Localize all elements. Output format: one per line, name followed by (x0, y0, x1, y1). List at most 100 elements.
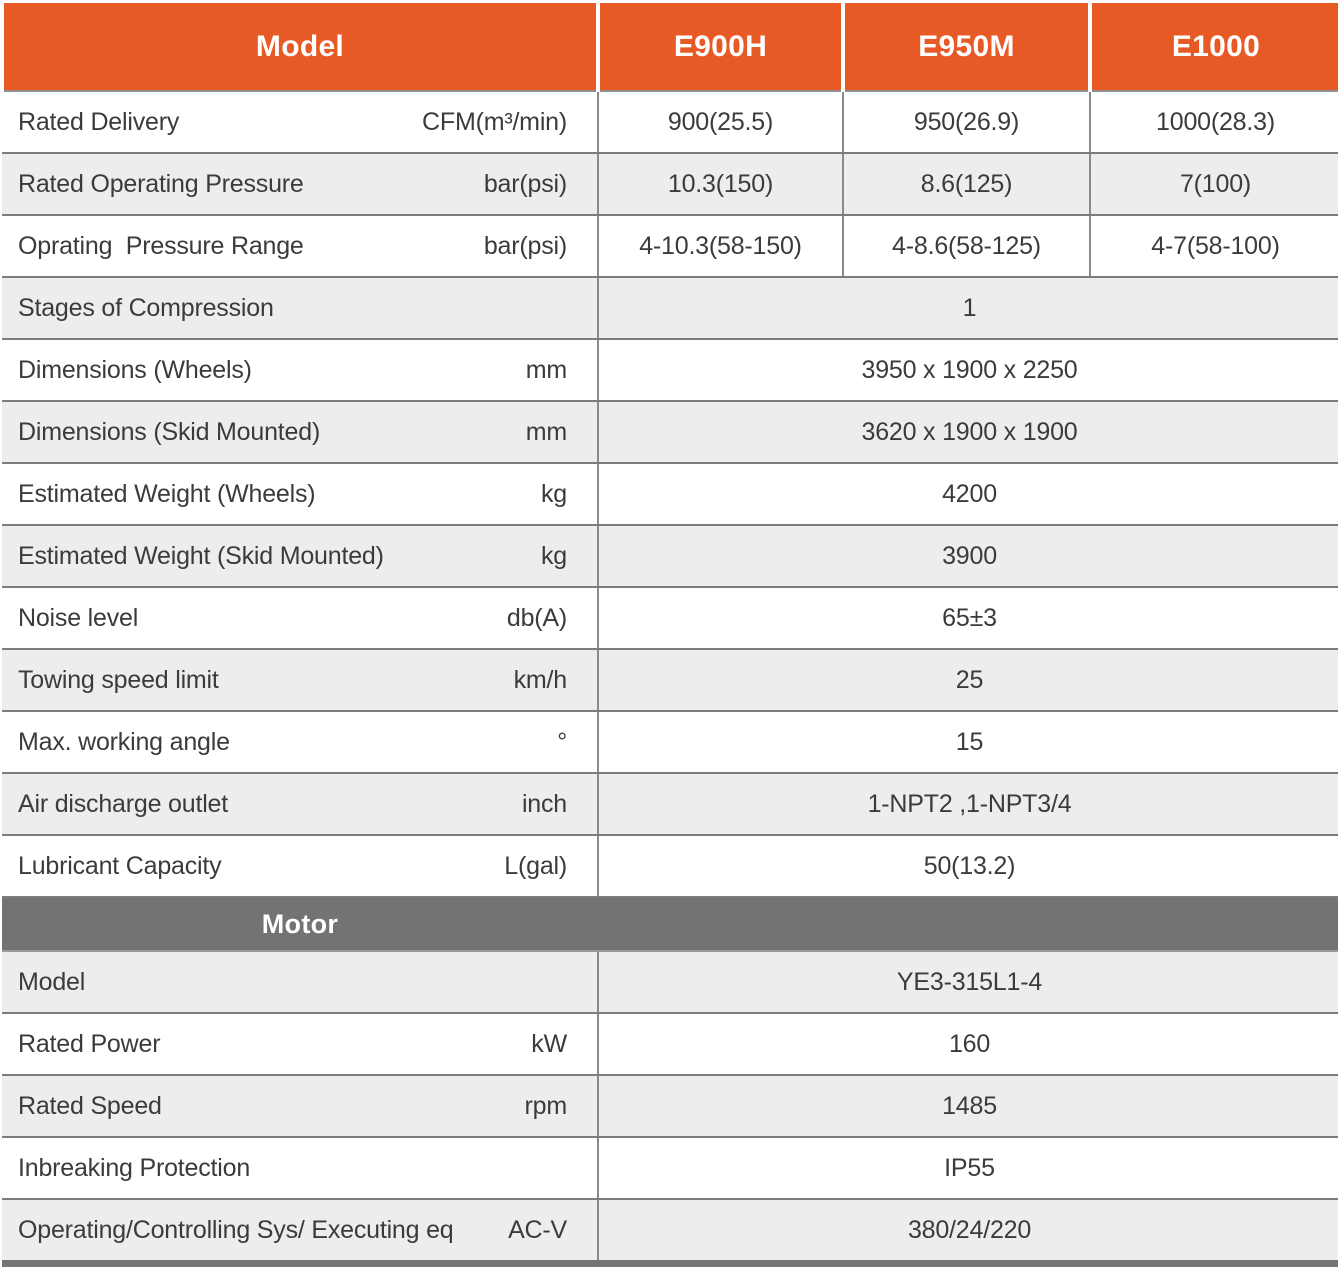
value-merged: IP55 (597, 1137, 1338, 1200)
table-row-operating-controlling-sys: Operating/Controlling Sys/ Executing eq A… (2, 1199, 1338, 1267)
row-label: Towing speed limit (18, 665, 219, 694)
value-e950m: 950(26.9) (842, 91, 1090, 154)
row-label: Oprating Pressure Range (18, 231, 304, 260)
row-unit: km/h (513, 665, 568, 694)
value-merged: 1-NPT2 ,1-NPT3/4 (597, 773, 1338, 836)
row-label-cell: Air discharge outlet inch (2, 773, 598, 836)
row-unit: mm (525, 355, 567, 384)
value-merged: 25 (597, 649, 1338, 712)
row-label-cell: Dimensions (Wheels) mm (2, 339, 598, 402)
table-row-motor-model: Model YE3-315L1-4 (2, 951, 1338, 1014)
header-model-cell: Model (0, 0, 600, 92)
value-e900h: 10.3(150) (597, 153, 843, 216)
row-label-cell: Noise level db(A) (2, 587, 598, 650)
row-label: Noise level (18, 603, 139, 632)
table-row-dimensions-skid: Dimensions (Skid Mounted) mm 3620 x 1900 … (2, 401, 1338, 464)
value-merged: 3620 x 1900 x 1900 (597, 401, 1338, 464)
row-label-cell: Stages of Compression (2, 277, 598, 340)
value-e900h: 900(25.5) (597, 91, 843, 154)
table-row-operating-pressure-range: Oprating Pressure Range bar(psi) 4-10.3(5… (2, 215, 1338, 278)
row-unit: kg (540, 541, 567, 570)
row-label-cell: Rated Speed rpm (2, 1075, 598, 1138)
table-row-max-working-angle: Max. working angle ° 15 (2, 711, 1338, 774)
value-e1000: 1000(28.3) (1089, 91, 1338, 154)
row-label: Estimated Weight (Wheels) (18, 479, 316, 508)
value-merged: 1485 (597, 1075, 1338, 1138)
row-unit: inch (521, 789, 567, 818)
value-e900h: 4-10.3(58-150) (597, 215, 843, 278)
row-label-cell: Model (2, 951, 598, 1014)
table-row-estimated-weight-wheels: Estimated Weight (Wheels) kg 4200 (2, 463, 1338, 526)
row-label: Rated Speed (18, 1091, 162, 1120)
table-row-inbreaking-protection: Inbreaking Protection IP55 (2, 1137, 1338, 1200)
row-unit: bar(psi) (483, 169, 567, 198)
value-merged: 3900 (597, 525, 1338, 588)
row-label-cell: Towing speed limit km/h (2, 649, 598, 712)
row-label: Estimated Weight (Skid Mounted) (18, 541, 384, 570)
header-col-e1000: E1000 (1090, 0, 1338, 92)
row-label: Lubricant Capacity (18, 851, 222, 880)
motor-section-header: Motor (2, 897, 1338, 952)
value-merged: 15 (597, 711, 1338, 774)
row-unit: kW (531, 1029, 567, 1058)
table-row-rated-delivery: Rated Delivery CFM(m³/min) 900(25.5) 950(… (2, 91, 1338, 154)
row-unit: kg (540, 479, 567, 508)
table-row-towing-speed-limit: Towing speed limit km/h 25 (2, 649, 1338, 712)
motor-section-title: Motor (261, 908, 339, 939)
row-label-cell: Lubricant Capacity L(gal) (2, 835, 598, 898)
table-row-air-discharge-outlet: Air discharge outlet inch 1-NPT2 ,1-NPT3/… (2, 773, 1338, 836)
value-merged: 50(13.2) (597, 835, 1338, 898)
value-merged: 160 (597, 1013, 1338, 1076)
header-col-e950m: E950M (843, 0, 1092, 92)
row-label-cell: Dimensions (Skid Mounted) mm (2, 401, 598, 464)
row-label: Operating/Controlling Sys/ Executing eq (18, 1215, 454, 1244)
table-row-stages-of-compression: Stages of Compression 1 (2, 277, 1338, 340)
value-merged: 4200 (597, 463, 1338, 526)
row-unit: mm (525, 417, 567, 446)
row-label: Rated Delivery (18, 107, 180, 136)
row-label: Rated Power (18, 1029, 161, 1058)
value-merged: 3950 x 1900 x 2250 (597, 339, 1338, 402)
header-row: Model E900H E950M E1000 (0, 0, 1338, 92)
row-label: Dimensions (Wheels) (18, 355, 252, 384)
row-label: Stages of Compression (18, 293, 274, 322)
row-label-cell: Estimated Weight (Wheels) kg (2, 463, 598, 526)
table-row-lubricant-capacity: Lubricant Capacity L(gal) 50(13.2) (2, 835, 1338, 898)
row-label: Max. working angle (18, 727, 230, 756)
row-label-cell: Rated Power kW (2, 1013, 598, 1076)
row-label: Inbreaking Protection (18, 1153, 251, 1182)
value-merged: 1 (597, 277, 1338, 340)
row-label-cell: Estimated Weight (Skid Mounted) kg (2, 525, 598, 588)
header-col-e900h: E900H (598, 0, 845, 92)
row-label-cell: Rated Operating Pressure bar(psi) (2, 153, 598, 216)
value-merged: YE3-315L1-4 (597, 951, 1338, 1014)
table-row-estimated-weight-skid: Estimated Weight (Skid Mounted) kg 3900 (2, 525, 1338, 588)
value-e950m: 8.6(125) (842, 153, 1090, 216)
row-unit: CFM(m³/min) (422, 107, 567, 136)
table-row-dimensions-wheels: Dimensions (Wheels) mm 3950 x 1900 x 2250 (2, 339, 1338, 402)
value-e1000: 4-7(58-100) (1089, 215, 1338, 278)
header-model-label: Model (255, 29, 345, 63)
table-row-rated-power: Rated Power kW 160 (2, 1013, 1338, 1076)
row-unit: ° (557, 727, 567, 756)
value-merged: 380/24/220 (597, 1199, 1338, 1267)
row-unit: bar(psi) (483, 231, 567, 260)
row-label: Air discharge outlet (18, 789, 229, 818)
row-unit: db(A) (506, 603, 567, 632)
row-label: Model (18, 967, 86, 996)
row-label: Dimensions (Skid Mounted) (18, 417, 321, 446)
row-unit: L(gal) (504, 851, 567, 880)
row-label: Rated Operating Pressure (18, 169, 304, 198)
row-label-cell: Max. working angle ° (2, 711, 598, 774)
value-merged: 65±3 (597, 587, 1338, 650)
row-label-cell: Rated Delivery CFM(m³/min) (2, 91, 598, 154)
table-row-rated-speed: Rated Speed rpm 1485 (2, 1075, 1338, 1138)
value-e950m: 4-8.6(58-125) (842, 215, 1090, 278)
value-e1000: 7(100) (1089, 153, 1338, 216)
table-row-noise-level: Noise level db(A) 65±3 (2, 587, 1338, 650)
row-label-cell: Inbreaking Protection (2, 1137, 598, 1200)
row-unit: rpm (524, 1091, 568, 1120)
table-row-rated-operating-pressure: Rated Operating Pressure bar(psi) 10.3(15… (2, 153, 1338, 216)
